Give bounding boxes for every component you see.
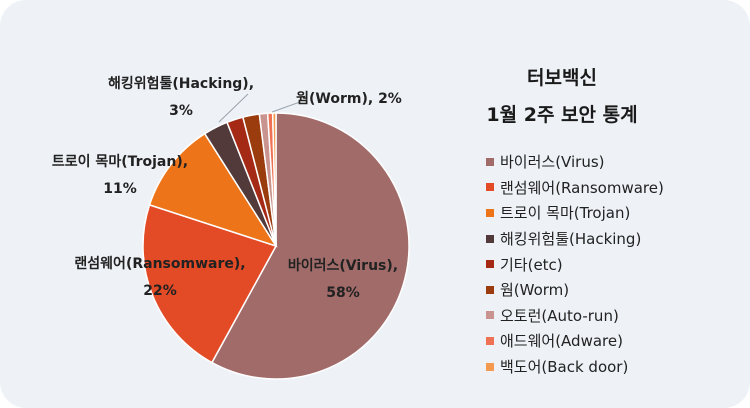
legend-swatch: [486, 285, 494, 294]
legend-label: 해킹위험툴(Hacking): [500, 230, 642, 249]
legend-swatch: [486, 234, 494, 243]
legend-item: 백도어(Back door): [486, 354, 664, 380]
legend-item: 바이러스(Virus): [486, 149, 664, 175]
legend-label: 애드웨어(Adware): [500, 332, 623, 351]
leader-lines: [218, 93, 301, 123]
legend-item: 기타(etc): [486, 251, 664, 277]
legend-swatch: [486, 311, 494, 320]
pie-slice: [210, 112, 410, 380]
pie-slice: [271, 112, 277, 247]
chart-title-line-2: 1월 2주 보안 통계: [486, 104, 638, 126]
slice-data-label: 트로이 목마(Trojan), 11%: [52, 153, 188, 197]
legend-item: 해킹위험툴(Hacking): [486, 226, 664, 252]
legend-label: 오토런(Auto-run): [500, 306, 619, 325]
legend-label: 백도어(Back door): [500, 358, 629, 377]
legend-item: 트로이 목마(Trojan): [486, 200, 664, 226]
legend-label: 웜(Worm): [500, 281, 570, 300]
legend-label: 바이러스(Virus): [500, 153, 605, 172]
slice-labels: 바이러스(Virus), 58% 랜섬웨어(Ransomware), 22% 트로이 목…: [52, 75, 402, 301]
pie-slice: [148, 132, 278, 248]
legend-swatch: [486, 183, 494, 192]
legend-item: 웜(Worm): [486, 277, 664, 303]
legend-label: 기타(etc): [500, 255, 563, 274]
legend-item: 애드웨어(Adware): [486, 328, 664, 354]
legend-label: 트로이 목마(Trojan): [500, 204, 631, 223]
legend-swatch: [486, 260, 494, 269]
slice-data-label: 웜(Worm), 2%: [296, 91, 402, 107]
slice-data-label: 해킹위험툴(Hacking), 3%: [108, 75, 254, 119]
legend-swatch: [486, 208, 494, 217]
chart-legend: 바이러스(Virus) 랜섬웨어(Ransomware) 트로이 목마(Trojan…: [486, 149, 664, 379]
slice-data-label: 바이러스(Virus), 58%: [288, 257, 398, 301]
chart-title-line-1: 터보백신: [527, 67, 597, 89]
chart-title: 터보백신 1월 2주 보안 통계: [462, 60, 662, 134]
pie-slices: [142, 112, 410, 380]
legend-swatch: [486, 362, 494, 371]
legend-item: 랜섬웨어(Ransomware): [486, 175, 664, 201]
pie-slice: [142, 203, 278, 364]
legend-item: 오토런(Auto-run): [486, 303, 664, 329]
legend-swatch: [486, 157, 494, 166]
legend-swatch: [486, 336, 494, 345]
leader-line: [271, 101, 301, 113]
legend-label: 랜섬웨어(Ransomware): [500, 178, 664, 197]
slice-data-label: 랜섬웨어(Ransomware), 22%: [74, 255, 245, 299]
leader-line: [218, 93, 249, 123]
